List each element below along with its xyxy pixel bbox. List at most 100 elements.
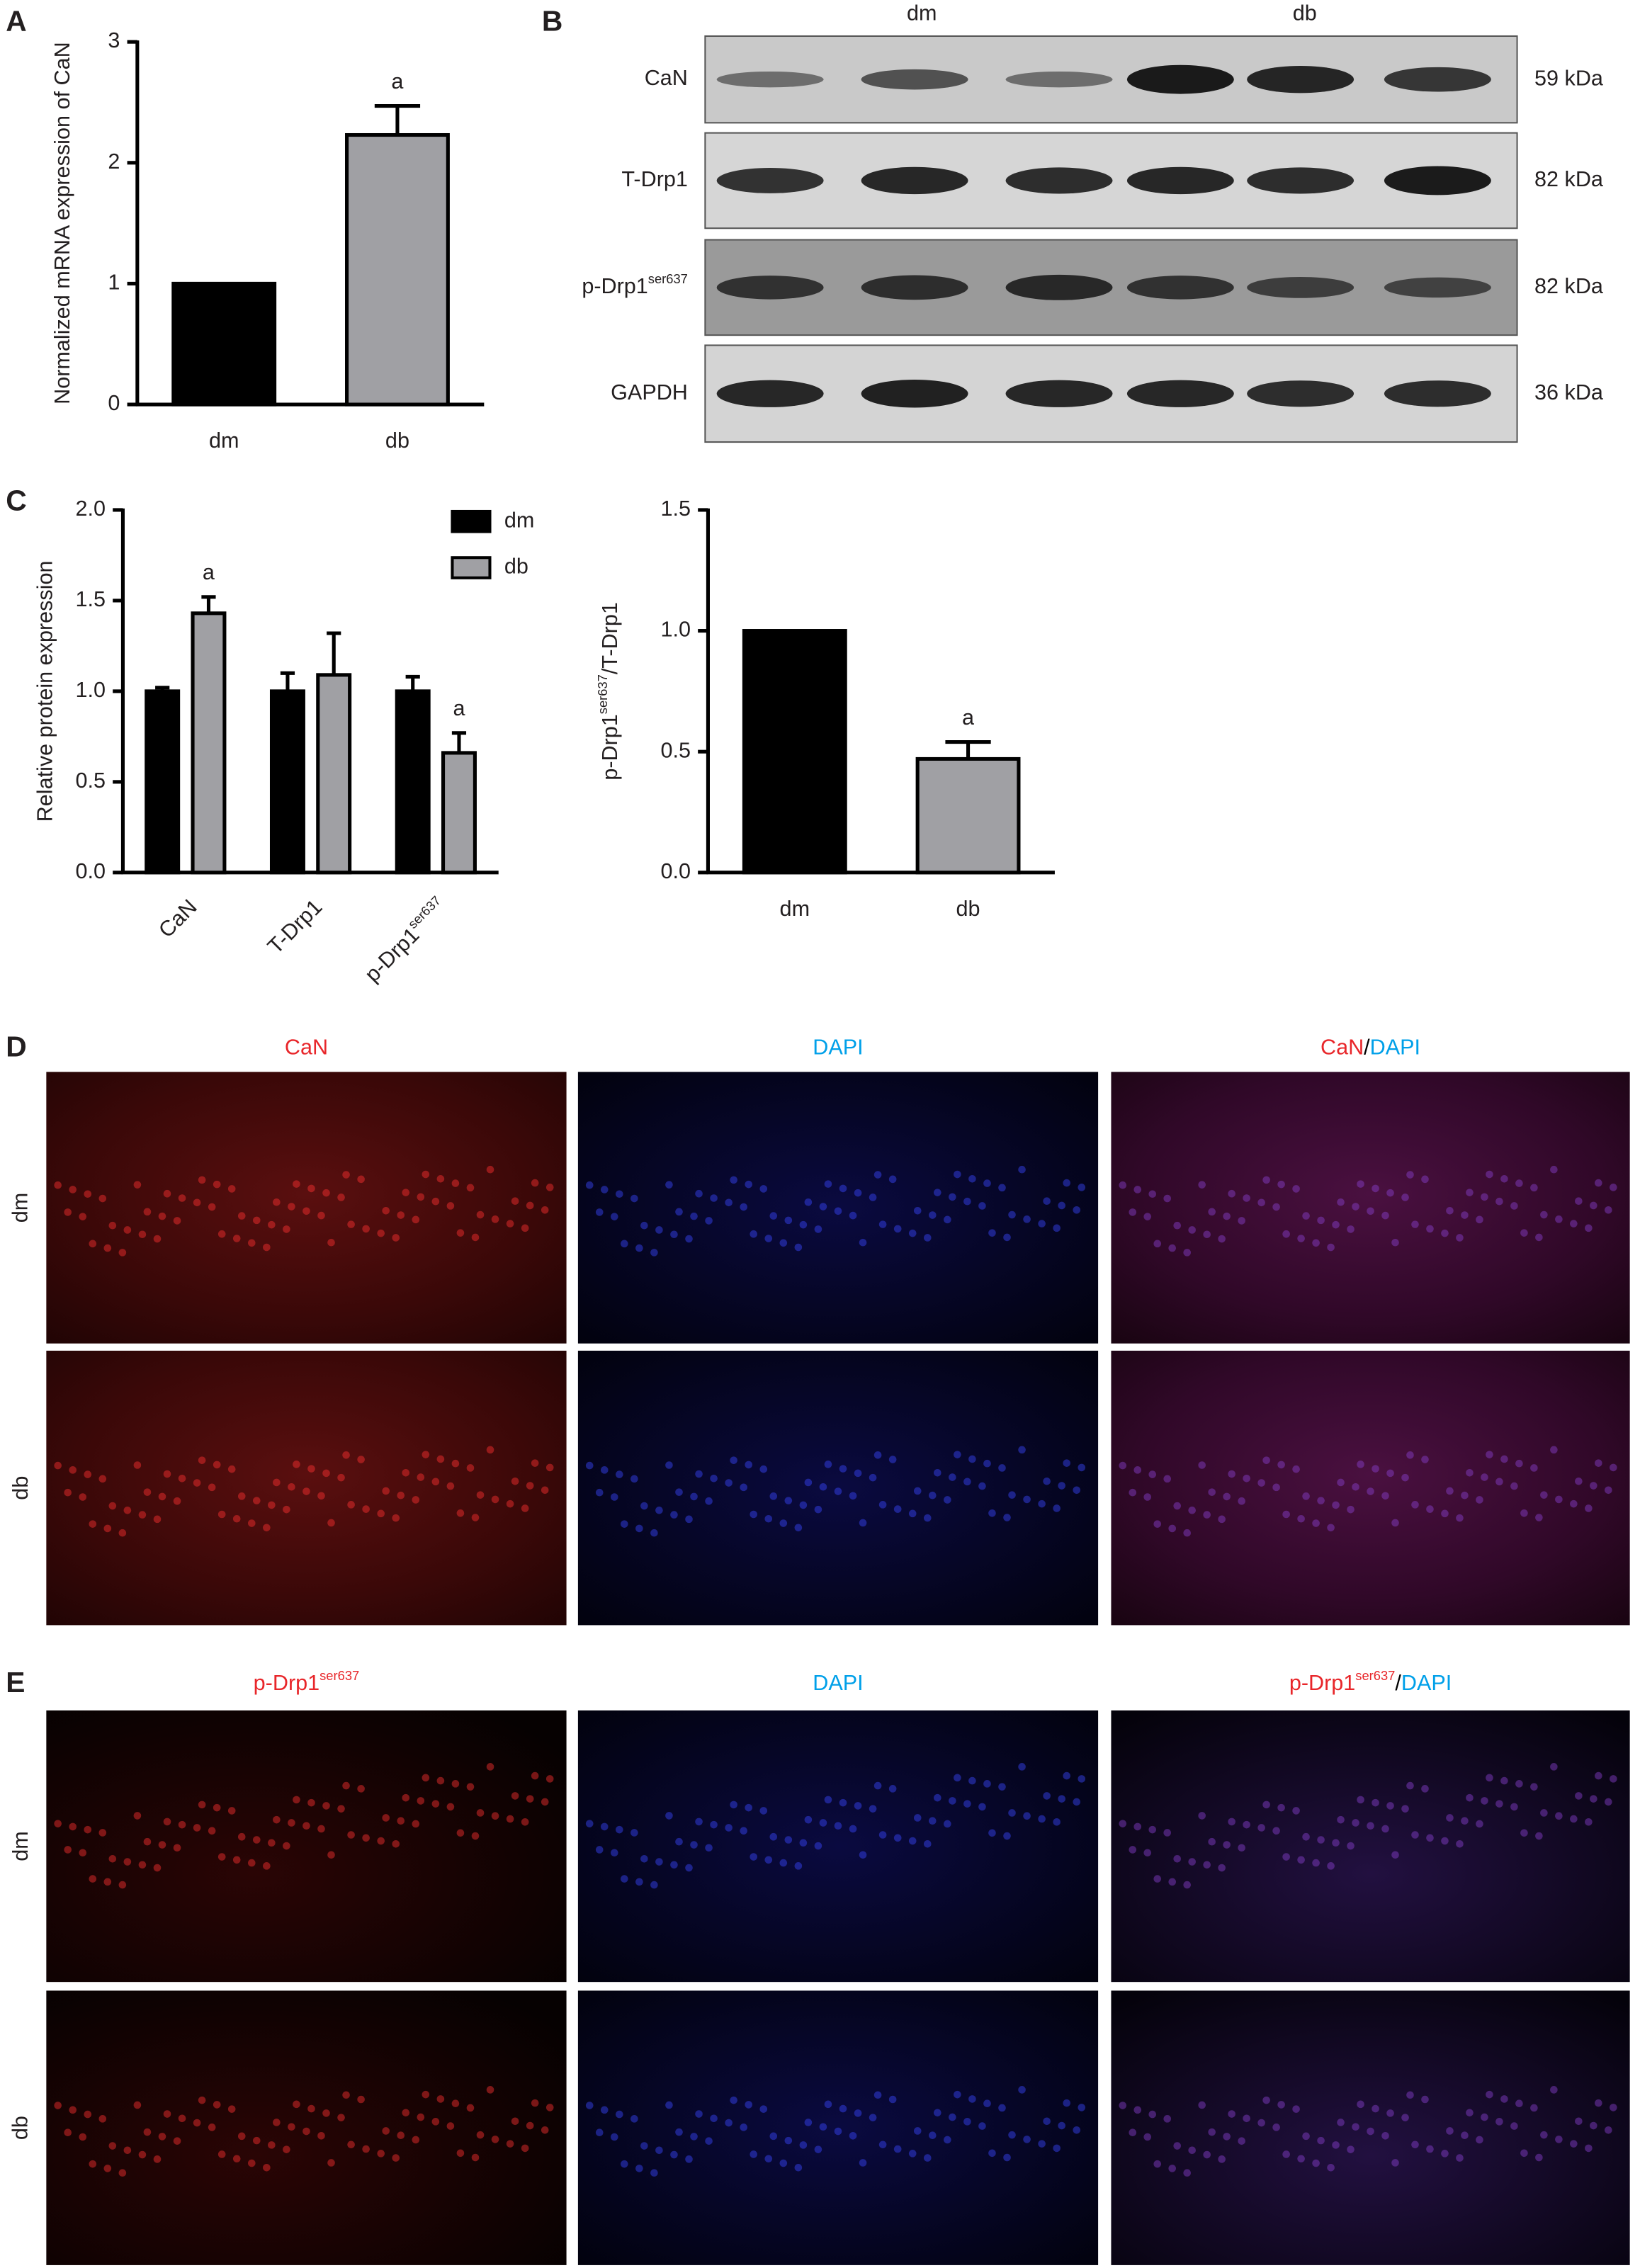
- cell: [1058, 1482, 1066, 1490]
- image-column-title: CaN/DAPI: [1321, 1036, 1420, 1060]
- cell: [1018, 1446, 1026, 1454]
- cell: [1441, 1509, 1449, 1518]
- cell: [1297, 1856, 1305, 1864]
- cell: [854, 1802, 862, 1810]
- panel-label: A: [6, 4, 26, 37]
- cell: [675, 1837, 683, 1846]
- annotation: a: [453, 696, 465, 720]
- cell: [1153, 1875, 1162, 1883]
- image-column-title: CaN: [285, 1036, 328, 1060]
- bar: [316, 673, 352, 875]
- cell: [1053, 1224, 1061, 1232]
- cell: [322, 1469, 330, 1478]
- cell: [1262, 2096, 1270, 2104]
- cell: [143, 1837, 152, 1846]
- cell: [1421, 2095, 1429, 2104]
- cell: [64, 1488, 72, 1497]
- cell: [317, 1825, 325, 1833]
- x-tick-label-part: CaN: [154, 895, 201, 942]
- blot-band: [1005, 274, 1113, 300]
- cell: [893, 2145, 902, 2153]
- cell: [893, 1225, 902, 1233]
- cell: [1243, 2114, 1250, 2123]
- cell: [640, 2142, 648, 2150]
- cell: [595, 1846, 604, 1854]
- cell: [944, 1820, 951, 1828]
- cell: [213, 1461, 221, 1469]
- cell: [123, 2146, 132, 2155]
- cell: [1426, 1225, 1434, 1233]
- cell: [745, 1180, 753, 1189]
- cell: [839, 1798, 847, 1807]
- cell: [436, 1455, 445, 1463]
- cell: [392, 1839, 400, 1848]
- cell: [1446, 1814, 1454, 1822]
- cell: [54, 2102, 62, 2109]
- cell: [615, 1470, 623, 1478]
- cell: [1421, 1175, 1429, 1184]
- cell: [1173, 2142, 1182, 2150]
- cell: [1391, 1851, 1399, 1859]
- cell: [1153, 1240, 1162, 1248]
- cell: [193, 2119, 201, 2127]
- cell: [302, 1487, 310, 1495]
- cell: [695, 1470, 703, 1478]
- cell: [1078, 2104, 1086, 2111]
- cell: [362, 1834, 370, 1842]
- cell: [1277, 1803, 1285, 1812]
- cell: [227, 1185, 236, 1193]
- cell: [511, 1197, 519, 1205]
- cell: [750, 1510, 758, 1519]
- cell: [1585, 1224, 1593, 1232]
- cell: [431, 1478, 440, 1486]
- cell: [779, 2159, 788, 2167]
- cell: [1058, 1795, 1066, 1803]
- cell: [1133, 1822, 1142, 1831]
- blot-band: [1005, 71, 1113, 88]
- cell: [1327, 1862, 1335, 1870]
- cell: [1129, 1488, 1137, 1497]
- cell: [750, 1853, 758, 1861]
- cell: [446, 1803, 455, 1811]
- cell: [531, 1459, 539, 1467]
- cell: [471, 2153, 480, 2162]
- cell: [1535, 1233, 1543, 1242]
- cell: [1292, 1465, 1300, 1473]
- blot-size-label: 82 kDa: [1534, 167, 1603, 191]
- cell: [133, 1461, 142, 1469]
- cell: [1228, 1470, 1235, 1478]
- cell: [824, 1461, 832, 1468]
- cell: [1327, 1243, 1335, 1252]
- cell: [1277, 1461, 1285, 1469]
- cell: [1292, 2105, 1300, 2113]
- cell: [878, 1501, 887, 1509]
- cell: [1148, 1825, 1157, 1834]
- blot-row-name: GAPDH: [611, 380, 688, 404]
- cell: [307, 2104, 315, 2113]
- cell: [1078, 1184, 1086, 1191]
- cell: [799, 1839, 808, 1847]
- cell: [784, 2136, 793, 2145]
- cell: [476, 1491, 485, 1499]
- cell: [1570, 1815, 1578, 1823]
- legend-label: dm: [504, 508, 534, 532]
- cell: [1486, 1170, 1493, 1179]
- cell: [873, 2091, 882, 2099]
- cell: [1228, 1818, 1235, 1826]
- legend-swatch: [451, 509, 492, 533]
- blot-row-sup: ser637: [648, 271, 688, 286]
- blot-band: [861, 379, 968, 408]
- cell: [764, 1514, 773, 1523]
- cell: [431, 1197, 440, 1206]
- micrograph: [1111, 1072, 1630, 1344]
- cell: [108, 1502, 117, 1510]
- cell: [1312, 2159, 1320, 2167]
- cell: [1119, 1461, 1127, 1470]
- cell: [471, 1233, 480, 1242]
- cell: [1163, 1475, 1172, 1483]
- cell: [869, 1473, 877, 1482]
- bar: [145, 689, 181, 875]
- cell: [417, 1473, 425, 1481]
- cell: [382, 2127, 390, 2135]
- cell: [466, 1184, 475, 1192]
